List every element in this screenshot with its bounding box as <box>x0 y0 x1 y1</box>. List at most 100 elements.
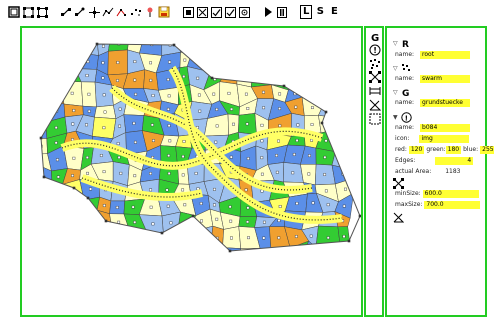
parcel-cell[interactable] <box>237 50 259 74</box>
canvas-panel[interactable] <box>20 26 363 317</box>
grund-name-field[interactable]: grundstuecke <box>420 99 471 107</box>
parcel-cell[interactable] <box>141 241 163 258</box>
parcel-cell[interactable] <box>219 35 245 54</box>
parcel-cell[interactable] <box>336 240 350 267</box>
edges-field[interactable]: 4 <box>435 157 474 165</box>
parcel-cell[interactable] <box>45 245 61 266</box>
parcel-cell[interactable] <box>45 208 68 236</box>
parcel-cell[interactable] <box>177 230 190 250</box>
parcel-cell[interactable] <box>307 55 323 67</box>
boundary-vertex[interactable] <box>210 76 214 80</box>
pin-tool-icon[interactable] <box>144 5 156 19</box>
e-button[interactable]: E <box>330 6 338 17</box>
parcel-cell[interactable] <box>29 68 52 85</box>
scatter-tool-icon[interactable] <box>130 5 142 19</box>
boundary-vertex[interactable] <box>172 43 176 47</box>
boundary-vertex[interactable] <box>39 136 43 140</box>
max-size-field[interactable]: 700.0 <box>424 201 481 209</box>
info-circle-icon[interactable]: ! <box>368 44 382 56</box>
blue-field[interactable]: 255 <box>480 146 494 154</box>
s-button[interactable]: S <box>316 6 324 17</box>
parcel-cell[interactable] <box>28 57 51 73</box>
parcel-cell[interactable] <box>59 246 84 259</box>
boundary-vertex[interactable] <box>347 239 351 243</box>
angle-tool-icon[interactable] <box>368 99 382 111</box>
parcel-cell[interactable] <box>331 130 357 155</box>
tree-node-grundstuecke[interactable]: ▽ G <box>393 87 411 98</box>
angle-tool-icon[interactable] <box>393 212 404 223</box>
parcel-cell[interactable] <box>59 226 84 251</box>
root-name-field[interactable]: root <box>420 51 471 59</box>
parcel-cell[interactable] <box>29 100 53 123</box>
expand-triangle-icon[interactable]: ▼ <box>393 113 398 121</box>
select-all-icon[interactable] <box>8 5 20 19</box>
parcel-cell[interactable] <box>76 209 98 233</box>
l-button[interactable]: L <box>300 5 313 19</box>
parcel-cell[interactable] <box>45 50 64 75</box>
parcel-cell[interactable] <box>28 224 47 248</box>
check-box-icon[interactable] <box>210 5 222 19</box>
parcel-cell[interactable] <box>63 38 82 54</box>
parcel-cell[interactable] <box>82 245 96 265</box>
parcel-cell[interactable] <box>256 247 275 262</box>
tree-node-item[interactable]: ▼ ! <box>393 111 412 123</box>
parcel-cell[interactable] <box>113 242 133 265</box>
parcel-cell[interactable] <box>82 226 96 251</box>
parcel-cell[interactable] <box>269 36 292 59</box>
parcel-cell[interactable] <box>61 51 82 75</box>
parcel-cell[interactable] <box>333 48 351 71</box>
parcel-cell[interactable] <box>94 231 114 247</box>
parcel-cell[interactable] <box>171 247 195 266</box>
parcel-cell[interactable] <box>50 80 65 105</box>
parcel-cell[interactable] <box>267 56 292 74</box>
move-tool-icon[interactable] <box>88 5 100 19</box>
parcel-cell[interactable] <box>219 247 242 266</box>
edge-tool-2-icon[interactable] <box>74 5 86 19</box>
parcel-cell[interactable] <box>330 85 357 104</box>
parcel-cell[interactable] <box>337 226 350 251</box>
parcel-cell[interactable] <box>207 37 224 58</box>
parcel-cell[interactable] <box>204 247 223 264</box>
parcel-cell[interactable] <box>187 225 214 250</box>
collapse-triangle-icon[interactable]: ▽ <box>393 39 398 47</box>
parcel-cell[interactable] <box>45 195 63 220</box>
min-size-field[interactable]: 600.0 <box>422 190 479 198</box>
boundary-vertex[interactable] <box>72 186 76 190</box>
parcel-cell[interactable] <box>51 183 63 198</box>
parcel-cell[interactable] <box>155 241 178 265</box>
parcel-cell[interactable] <box>315 65 338 91</box>
group-g-icon[interactable]: G <box>368 31 382 43</box>
boundary-vertex[interactable] <box>104 219 108 223</box>
green-field[interactable]: 180 <box>445 146 462 154</box>
split-tool-icon[interactable] <box>102 5 114 19</box>
parcel-cell[interactable] <box>252 49 270 66</box>
parcel-cell[interactable] <box>319 48 337 71</box>
red-field[interactable]: 120 <box>408 146 425 154</box>
collapse-triangle-icon[interactable]: ▽ <box>393 88 398 96</box>
parcel-cell[interactable] <box>332 37 351 53</box>
parcel-cell[interactable] <box>27 194 53 220</box>
parcel-cell[interactable] <box>155 230 179 248</box>
parcel-cell[interactable] <box>304 65 321 91</box>
settings-box-icon[interactable] <box>238 5 250 19</box>
parcel-cell[interactable] <box>43 35 64 59</box>
parcel-cell[interactable] <box>58 196 85 215</box>
parcel-cell[interactable] <box>91 242 116 265</box>
parcel-map[interactable] <box>22 28 361 315</box>
tree-node-root[interactable]: ▽ R <box>393 38 411 49</box>
item-name-field[interactable]: b084 <box>420 124 471 132</box>
swarm-dots-icon[interactable] <box>368 58 382 70</box>
grid-toggle-icon[interactable] <box>182 5 194 19</box>
parcel-cell[interactable] <box>254 36 275 58</box>
parcel-cell[interactable] <box>270 247 291 260</box>
parcel-cell[interactable] <box>284 35 309 59</box>
width-tool-icon[interactable] <box>368 85 382 97</box>
frame-small-icon[interactable] <box>36 5 48 19</box>
boundary-vertex[interactable] <box>282 84 286 88</box>
parcel-cell[interactable] <box>236 64 253 88</box>
save-icon[interactable] <box>158 5 170 19</box>
parcel-cell[interactable] <box>49 72 62 83</box>
boundary-vertex[interactable] <box>228 249 232 253</box>
merge-tool-icon[interactable] <box>116 5 128 19</box>
collapse-triangle-icon[interactable]: ▽ <box>393 64 398 72</box>
